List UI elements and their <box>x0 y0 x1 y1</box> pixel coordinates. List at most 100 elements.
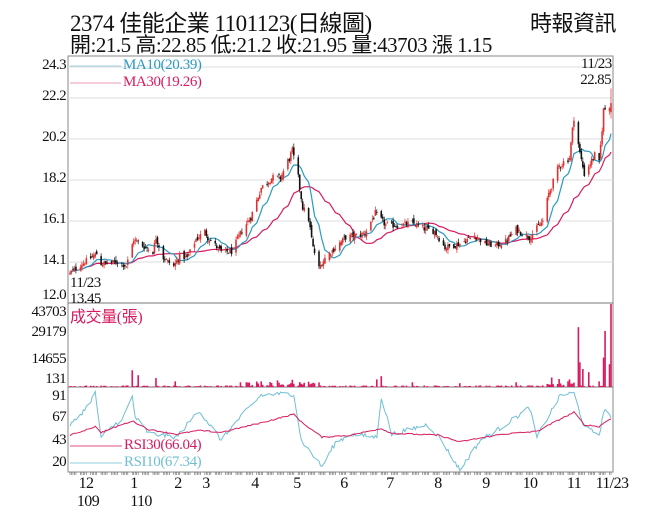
volume-bar <box>525 386 528 387</box>
volume-bar <box>417 386 420 387</box>
candle-body <box>164 259 166 261</box>
volume-bar <box>521 386 523 387</box>
volume-bar <box>510 385 513 387</box>
candle-body <box>384 224 387 226</box>
candle-body <box>291 147 294 153</box>
candle-body <box>341 238 344 243</box>
candle-body <box>82 263 85 266</box>
volume-bar <box>267 385 270 387</box>
volume-bar <box>506 386 509 387</box>
volume-bar <box>101 386 104 387</box>
volume-bar <box>475 385 477 387</box>
candle-body <box>153 242 156 254</box>
volume-bar <box>279 384 282 387</box>
volume-bar <box>307 381 310 387</box>
volume-bar <box>371 385 374 387</box>
month-label: 11 <box>566 475 582 492</box>
price-tick-label: 24.3 <box>42 57 66 73</box>
candle-body <box>75 266 77 271</box>
volume-bar <box>156 385 159 387</box>
volume-bar <box>207 386 209 387</box>
volume-bar <box>442 386 445 387</box>
candle-body <box>301 201 304 210</box>
volume-bar <box>395 385 397 387</box>
volume-panel-title: 成交量(張) <box>70 309 143 326</box>
volume-bar <box>174 381 177 387</box>
volume-bar <box>416 385 418 387</box>
candle-body <box>426 226 429 228</box>
candle-body <box>328 252 331 261</box>
volume-bar <box>121 385 123 387</box>
candle-body <box>453 244 455 249</box>
candle-body <box>479 238 482 243</box>
volume-bar <box>427 386 430 387</box>
volume-bar <box>261 384 264 387</box>
candle-body <box>515 226 517 235</box>
candle-body <box>395 226 397 228</box>
volume-bar <box>297 385 300 387</box>
candle-body <box>195 239 197 242</box>
volume-bar <box>359 386 362 387</box>
candle-body <box>122 264 125 267</box>
candle-body <box>116 263 119 264</box>
candle-body <box>457 242 460 246</box>
volume-bar <box>444 386 446 387</box>
candle-body <box>199 234 202 240</box>
candle-body <box>215 245 218 249</box>
candle-body <box>499 245 501 247</box>
candle-body <box>95 251 98 255</box>
candle-body <box>386 222 388 224</box>
candle-body <box>217 246 220 249</box>
volume-bar <box>331 385 334 387</box>
candle-body <box>267 182 270 185</box>
high-annotation-date: 11/23 <box>581 56 612 72</box>
candle-body <box>448 244 451 247</box>
volume-bar <box>527 385 529 387</box>
volume-bar <box>552 384 554 387</box>
volume-bar <box>141 385 144 387</box>
volume-bar <box>393 385 396 387</box>
rsi10-line <box>69 389 612 472</box>
candle-body <box>343 236 346 238</box>
candle-body <box>303 207 305 211</box>
volume-bar <box>189 385 191 387</box>
volume-bar <box>556 383 559 387</box>
candle-body <box>478 237 480 240</box>
candle-body <box>392 221 394 228</box>
volume-bar <box>210 386 212 387</box>
candle-body <box>593 152 596 160</box>
volume-bar <box>312 382 314 387</box>
candle-body <box>433 230 436 236</box>
candle-body <box>438 238 440 242</box>
volume-bar <box>587 372 590 387</box>
rsi-tick-label: 67 <box>52 408 66 425</box>
volume-bar <box>113 386 116 387</box>
candle-body <box>313 248 316 254</box>
candle-body <box>568 158 571 160</box>
candle-body <box>417 224 420 226</box>
volume-bar <box>69 386 71 387</box>
price-tick-label: 22.2 <box>42 88 66 104</box>
candle-body <box>573 120 575 128</box>
volume-bar <box>143 385 145 387</box>
volume-bar <box>549 384 552 387</box>
candle-body <box>287 159 289 170</box>
candle-body <box>319 264 322 269</box>
volume-bar <box>583 386 586 387</box>
volume-bar <box>604 330 606 387</box>
ma30-legend-label: MA30(19.26) <box>123 74 202 90</box>
volume-bar <box>269 382 271 387</box>
volume-bar <box>478 385 480 387</box>
candle-body <box>288 159 291 161</box>
volume-bar <box>235 385 237 387</box>
volume-bar <box>516 385 519 387</box>
volume-bar <box>579 362 581 387</box>
candle-body <box>355 233 357 236</box>
candle-body <box>324 257 326 264</box>
candle-body <box>567 160 569 163</box>
candle-body <box>467 237 470 238</box>
candle-body <box>167 259 169 262</box>
candle-body <box>373 217 375 219</box>
volume-bar <box>89 385 92 387</box>
